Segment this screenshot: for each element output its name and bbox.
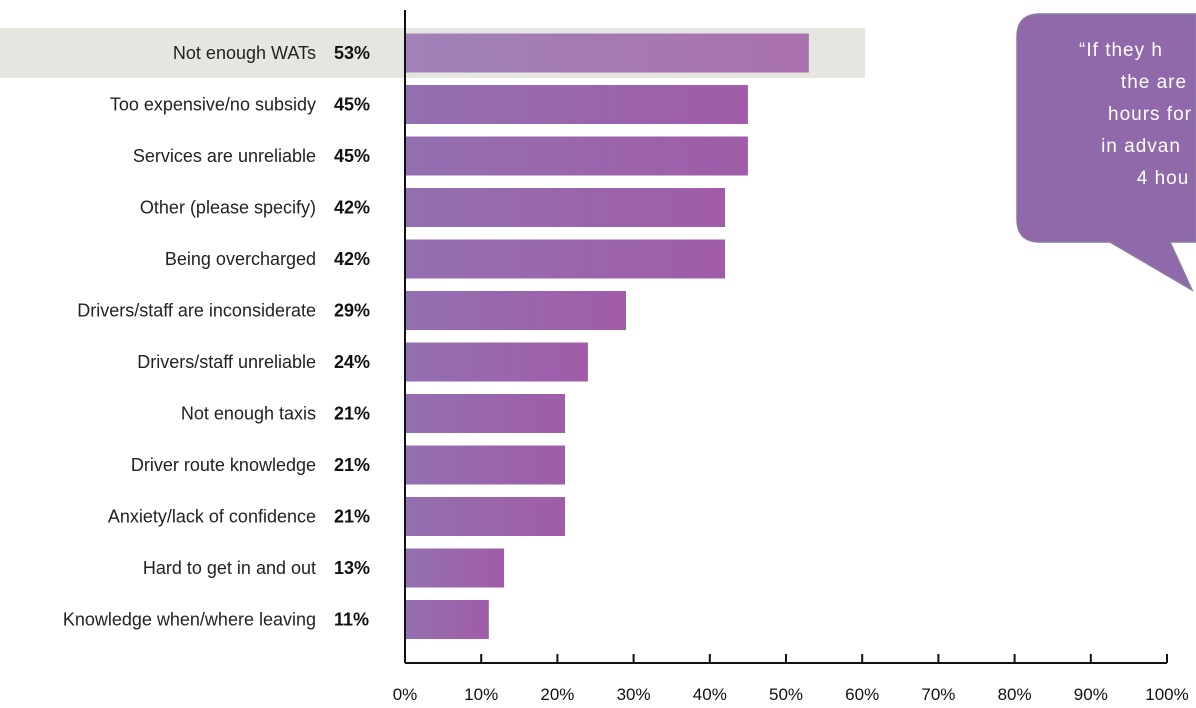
x-tick-label: 100%	[1145, 685, 1188, 704]
x-tick-label: 30%	[617, 685, 651, 704]
value-label: 45%	[334, 146, 370, 166]
category-label: Hard to get in and out	[143, 558, 316, 578]
x-tick-label: 90%	[1074, 685, 1108, 704]
callout-line: “If they h	[1079, 40, 1163, 61]
category-label: Driver route knowledge	[131, 455, 316, 475]
category-label: Not enough taxis	[181, 404, 316, 424]
value-label: 29%	[334, 301, 370, 321]
bar	[405, 85, 748, 124]
category-label: Services are unreliable	[133, 146, 316, 166]
x-tick-label: 60%	[845, 685, 879, 704]
bar	[405, 239, 726, 279]
bar	[405, 548, 505, 588]
bar	[405, 445, 566, 485]
value-label: 24%	[334, 352, 370, 372]
callout-bubble	[1016, 13, 1196, 292]
value-label: 13%	[334, 558, 370, 578]
value-label: 21%	[334, 455, 370, 475]
bar	[405, 136, 748, 176]
value-label: 45%	[334, 95, 370, 115]
bar	[405, 600, 489, 639]
x-tick-label: 10%	[464, 685, 498, 704]
x-tick-label: 40%	[693, 685, 727, 704]
value-label: 53%	[334, 43, 370, 63]
x-tick-label: 50%	[769, 685, 803, 704]
x-tick-label: 70%	[921, 685, 955, 704]
quote-callout: “If they h the are hours for in advan 4 hou	[1016, 13, 1196, 292]
value-label: 42%	[334, 249, 370, 269]
bar	[405, 291, 626, 330]
value-label: 11%	[334, 610, 369, 630]
callout-line: hours for	[1108, 104, 1192, 125]
bar	[405, 342, 588, 382]
category-label: Drivers/staff are inconsiderate	[77, 301, 316, 321]
category-label: Anxiety/lack of confidence	[108, 507, 316, 527]
bar	[405, 394, 566, 433]
callout-line: the are	[1121, 72, 1187, 93]
value-label: 21%	[334, 507, 370, 527]
bar	[405, 497, 566, 536]
x-tick-label: 0%	[393, 685, 418, 704]
x-tick-label: 80%	[998, 685, 1032, 704]
category-label: Other (please specify)	[140, 198, 316, 218]
category-label: Knowledge when/where leaving	[63, 610, 316, 630]
category-label: Drivers/staff unreliable	[137, 352, 316, 372]
callout-line: 4 hou	[1137, 168, 1190, 189]
bar	[405, 33, 809, 73]
x-tick-label: 20%	[540, 685, 574, 704]
bar	[405, 188, 726, 227]
category-label: Being overcharged	[165, 249, 316, 269]
value-label: 42%	[334, 198, 370, 218]
callout-line: in advan	[1101, 136, 1181, 157]
category-label: Too expensive/no subsidy	[110, 95, 316, 115]
category-label: Not enough WATs	[173, 43, 316, 63]
value-label: 21%	[334, 404, 370, 424]
